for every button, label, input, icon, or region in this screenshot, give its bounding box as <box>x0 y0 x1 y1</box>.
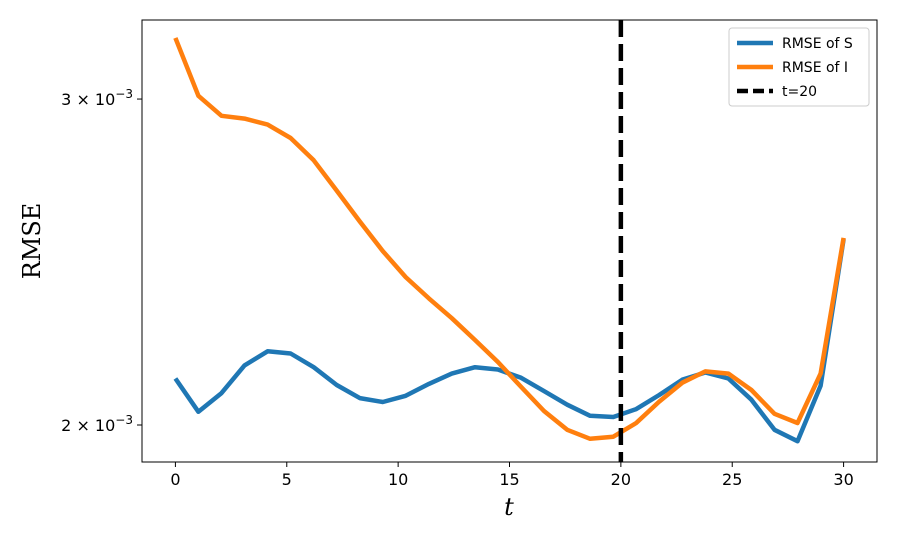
series-line-s <box>175 239 843 441</box>
y-tick-label: 3 × 10−3 <box>61 87 133 109</box>
x-tick-label: 30 <box>833 470 853 489</box>
x-tick-label: 10 <box>388 470 408 489</box>
x-tick-label: 5 <box>282 470 292 489</box>
y-tick-label: 2 × 10−3 <box>61 413 133 435</box>
legend: RMSE of S RMSE of I t=20 <box>729 28 869 106</box>
x-tick-label: 15 <box>499 470 519 489</box>
legend-label-vline: t=20 <box>782 84 817 100</box>
x-tick-label: 20 <box>611 470 631 489</box>
x-axis-label: t <box>504 493 514 521</box>
legend-label-i: RMSE of I <box>782 60 848 76</box>
x-tick-label: 25 <box>722 470 742 489</box>
y-axis-label: RMSE <box>18 203 46 280</box>
x-tick-label: 0 <box>170 470 180 489</box>
legend-label-s: RMSE of S <box>782 36 853 52</box>
